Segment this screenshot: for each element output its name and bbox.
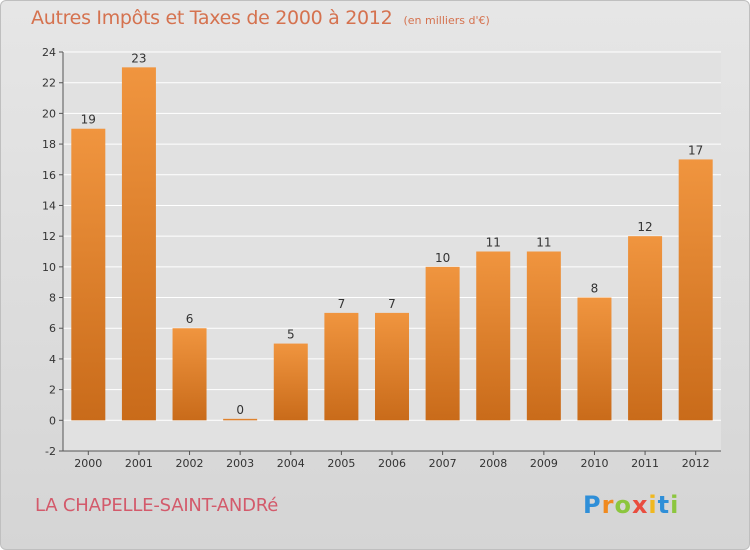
x-tick-label-2000: 2000 [74, 457, 102, 470]
bar-2012 [678, 159, 713, 421]
data-label-2011: 12 [637, 220, 652, 234]
data-label-2007: 10 [435, 251, 450, 265]
chart-title: Autres Impôts et Taxes de 2000 à 2012 [31, 7, 393, 29]
data-label-2003: 0 [236, 403, 244, 417]
x-tick-label-2004: 2004 [277, 457, 305, 470]
logo-letter: t [657, 491, 671, 519]
y-tick-label: 4 [49, 353, 56, 366]
data-label-2001: 23 [131, 51, 146, 65]
bar-2001 [121, 67, 156, 421]
data-label-2005: 7 [338, 297, 346, 311]
y-tick-label: 18 [42, 138, 56, 151]
x-tick-label-2003: 2003 [226, 457, 254, 470]
bar-2006 [375, 312, 409, 421]
y-tick-label: 16 [42, 169, 56, 182]
bar-2008 [476, 251, 511, 421]
y-tick-label: -2 [45, 445, 56, 458]
x-tick-label-2012: 2012 [682, 457, 710, 470]
y-tick-label: 6 [49, 322, 56, 335]
y-tick-label: 8 [49, 292, 56, 305]
logo-letter: r [601, 491, 615, 519]
bar-2004 [273, 343, 308, 421]
bar-2000 [71, 128, 106, 421]
logo-letter: P [583, 491, 602, 519]
logo-letter: i [670, 491, 680, 519]
x-tick-label-2005: 2005 [327, 457, 355, 470]
logo-letter: x [631, 491, 649, 519]
title-row: Autres Impôts et Taxes de 2000 à 2012 (e… [31, 7, 490, 29]
y-tick-label: 14 [42, 199, 56, 212]
proxiti-logo: Proxiti [583, 491, 679, 519]
bar-2009 [526, 251, 561, 421]
data-label-2010: 8 [591, 282, 599, 296]
bar-2010 [577, 297, 612, 421]
data-label-2002: 6 [186, 312, 194, 326]
bar-2011 [628, 236, 663, 421]
x-tick-label-2006: 2006 [378, 457, 406, 470]
y-tick-label: 24 [42, 46, 56, 59]
data-label-2000: 19 [81, 113, 96, 127]
y-tick-label: 10 [42, 261, 56, 274]
place-name: LA CHAPELLE-SAINT-ANDRé [35, 495, 279, 516]
data-label-2008: 11 [486, 236, 501, 250]
y-tick-label: 22 [42, 77, 56, 90]
y-tick-label: 20 [42, 107, 56, 120]
y-tick-label: 2 [49, 384, 56, 397]
logo-letter: o [614, 491, 632, 519]
bar-2002 [172, 328, 207, 421]
x-tick-label-2002: 2002 [176, 457, 204, 470]
logo-letter: i [648, 491, 658, 519]
x-tick-label-2008: 2008 [479, 457, 507, 470]
chart-subtitle: (en milliers d'€) [403, 14, 490, 27]
data-label-2012: 17 [688, 143, 703, 157]
x-tick-label-2009: 2009 [530, 457, 558, 470]
bar-2007 [425, 266, 460, 421]
x-tick-label-2007: 2007 [429, 457, 457, 470]
data-label-2009: 11 [536, 236, 551, 250]
data-label-2006: 7 [388, 297, 396, 311]
y-tick-label: 0 [49, 414, 56, 427]
x-tick-label-2010: 2010 [580, 457, 608, 470]
data-label-2004: 5 [287, 328, 295, 342]
y-tick-label: 12 [42, 230, 56, 243]
bar-2005 [324, 312, 359, 421]
x-tick-label-2011: 2011 [631, 457, 659, 470]
x-tick-label-2001: 2001 [125, 457, 153, 470]
bar-2003 [223, 418, 258, 421]
